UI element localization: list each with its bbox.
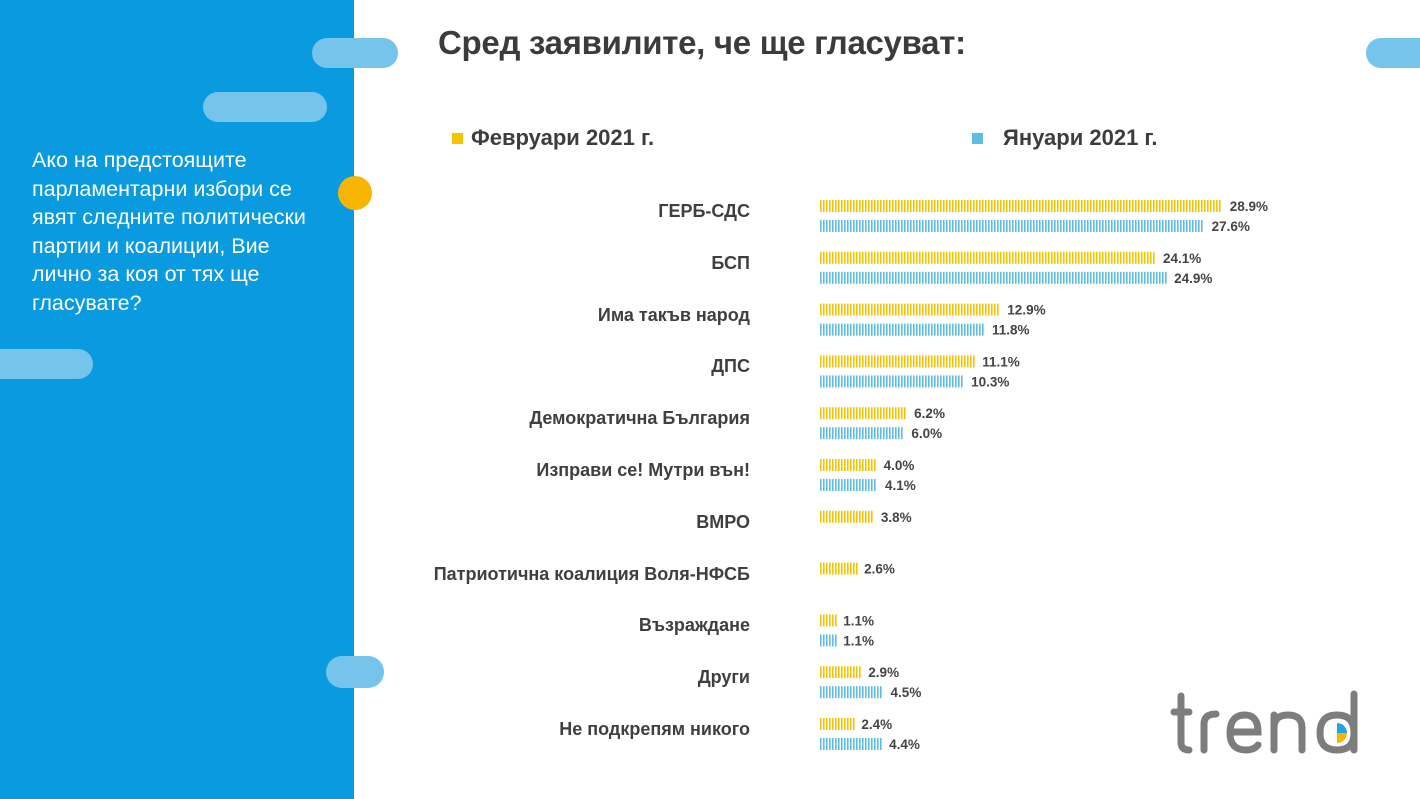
- category-label: Има такъв народ: [597, 304, 750, 325]
- data-label: 3.8%: [881, 510, 912, 525]
- data-label: 6.2%: [914, 406, 945, 421]
- bar-january: [820, 220, 1203, 232]
- bar-february: [820, 303, 999, 316]
- data-label: 1.1%: [843, 633, 874, 648]
- chart-title: Сред заявилите, че ще гласуват:: [438, 24, 966, 61]
- data-label: 12.9%: [1007, 303, 1045, 318]
- bar-february: [820, 510, 873, 523]
- category-label: Други: [697, 667, 750, 688]
- decor-pill: [326, 656, 384, 688]
- survey-question: Ако на предстоящите парламентарни избори…: [32, 148, 306, 315]
- bar-february: [820, 355, 975, 368]
- data-label: 24.9%: [1174, 271, 1212, 286]
- data-label: 11.1%: [982, 354, 1020, 369]
- legend-swatch-february: [452, 132, 463, 144]
- trend-logo: [1170, 690, 1358, 754]
- category-label: Патриотична коалиция Воля-НФСБ: [433, 563, 750, 584]
- data-label: 24.1%: [1163, 251, 1201, 266]
- category-label: Не подкрепям никого: [559, 719, 750, 739]
- data-label: 2.4%: [861, 717, 892, 732]
- data-label: 10.3%: [971, 374, 1009, 389]
- data-label: 27.6%: [1212, 219, 1250, 234]
- data-label: 2.6%: [864, 562, 895, 577]
- bar-january: [820, 479, 876, 491]
- bar-january: [820, 323, 984, 336]
- bar-february: [820, 459, 876, 471]
- data-label: 6.0%: [911, 426, 942, 441]
- category-label: ГЕРБ-СДС: [658, 201, 750, 221]
- data-label: 11.8%: [992, 323, 1030, 338]
- data-label: 4.0%: [884, 458, 915, 473]
- sidebar-panel: [0, 0, 354, 799]
- bar-february: [820, 407, 906, 420]
- data-label: 4.5%: [891, 685, 922, 700]
- legend-swatch-january: [972, 132, 983, 144]
- bar-january: [820, 634, 837, 647]
- data-label: 4.4%: [889, 737, 920, 752]
- category-label: Демократична България: [529, 408, 750, 429]
- legend-label-january: Януари 2021 г.: [1003, 125, 1158, 150]
- data-label: 1.1%: [843, 613, 874, 628]
- bar-january: [820, 375, 963, 388]
- bar-february: [820, 614, 837, 627]
- category-label: БСП: [711, 252, 750, 273]
- category-label: ДПС: [711, 356, 750, 377]
- category-label: ВМРО: [696, 511, 750, 532]
- bar-february: [820, 200, 1221, 212]
- bar-january: [820, 427, 903, 440]
- decor-pill: [1366, 38, 1420, 68]
- data-label: 28.9%: [1230, 199, 1268, 214]
- decor-pill: [203, 92, 327, 122]
- bar-january: [820, 686, 882, 699]
- category-label: Изправи се! Мутри вън!: [536, 460, 750, 480]
- bar-january: [820, 271, 1167, 284]
- decor-pill: [312, 38, 398, 68]
- data-label: 2.9%: [868, 665, 899, 680]
- category-label: Възраждане: [638, 615, 750, 636]
- legend-february: Февруари 2021 г.: [452, 125, 654, 151]
- accent-dot: [338, 176, 372, 210]
- bar-february: [820, 251, 1155, 264]
- bar-february: [820, 562, 858, 575]
- decor-pill: [0, 349, 93, 379]
- bar-february: [820, 666, 861, 679]
- legend-january: Януари 2021 г.: [972, 125, 1157, 151]
- legend-label-february: Февруари 2021 г.: [471, 125, 655, 150]
- bar-january: [820, 738, 882, 750]
- bar-february: [820, 718, 855, 730]
- data-label: 4.1%: [885, 478, 916, 493]
